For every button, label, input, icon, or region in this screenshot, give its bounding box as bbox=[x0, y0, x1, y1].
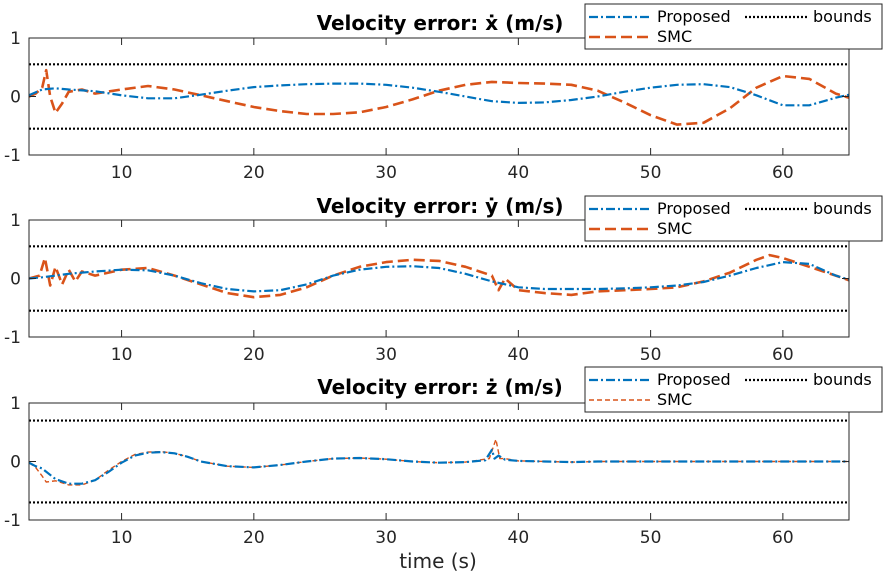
series-line-smc bbox=[28, 253, 850, 299]
x-axis-label: time (s) bbox=[399, 549, 477, 573]
x-tick-label: 50 bbox=[640, 528, 662, 548]
legend-label-proposed: Proposed bbox=[657, 370, 731, 389]
legend-box bbox=[584, 3, 883, 50]
x-tick-label: 10 bbox=[111, 528, 133, 548]
legend-label-proposed: Proposed bbox=[657, 199, 731, 218]
x-tick-label: 60 bbox=[772, 163, 794, 183]
y-tick-label: 0 bbox=[10, 88, 21, 108]
chart-title: Velocity error: ẋ (m/s) bbox=[317, 11, 564, 35]
series-line-smc bbox=[28, 68, 850, 126]
series-layer bbox=[28, 63, 850, 130]
y-tick-label: 1 bbox=[10, 211, 21, 231]
legend-label-smc: SMC bbox=[657, 27, 692, 46]
x-tick-label: 30 bbox=[375, 163, 397, 183]
y-tick-label: -1 bbox=[4, 328, 21, 348]
y-tick-label: 1 bbox=[10, 29, 21, 49]
y-tick-label: 0 bbox=[10, 270, 21, 290]
chart-title: Velocity error: ż (m/s) bbox=[317, 375, 563, 399]
x-tick-label: 50 bbox=[640, 163, 662, 183]
x-tick-label: 40 bbox=[508, 163, 530, 183]
x-tick-label: 20 bbox=[243, 163, 265, 183]
x-tick-label: 40 bbox=[508, 345, 530, 365]
legend-label-bounds: bounds bbox=[813, 370, 872, 389]
series-layer bbox=[28, 245, 850, 312]
legend-label-bounds: bounds bbox=[813, 7, 872, 26]
x-tick-label: 40 bbox=[508, 528, 530, 548]
chart-title: Velocity error: ẏ (m/s) bbox=[316, 194, 563, 218]
y-tick-label: 1 bbox=[10, 394, 21, 414]
x-tick-label: 50 bbox=[640, 345, 662, 365]
series-line-proposed bbox=[28, 448, 849, 485]
legend-label-smc: SMC bbox=[657, 219, 692, 238]
x-tick-label: 60 bbox=[772, 528, 794, 548]
y-tick-label: -1 bbox=[4, 511, 21, 531]
series-line-proposed bbox=[28, 82, 850, 107]
y-tick-label: -1 bbox=[4, 146, 21, 166]
x-tick-label: 20 bbox=[243, 345, 265, 365]
legend-label-proposed: Proposed bbox=[657, 7, 731, 26]
series-line-proposed bbox=[28, 261, 850, 293]
x-tick-label: 10 bbox=[111, 345, 133, 365]
legend-label-bounds: bounds bbox=[813, 199, 872, 218]
y-tick-label: 0 bbox=[10, 453, 21, 473]
legend-box bbox=[584, 195, 883, 242]
legend-label-smc: SMC bbox=[657, 390, 692, 409]
series-layer bbox=[28, 419, 849, 504]
plot-area bbox=[29, 38, 849, 155]
x-tick-label: 10 bbox=[111, 163, 133, 183]
x-tick-label: 30 bbox=[375, 345, 397, 365]
x-tick-label: 60 bbox=[772, 345, 794, 365]
x-tick-label: 20 bbox=[243, 528, 265, 548]
x-tick-label: 30 bbox=[375, 528, 397, 548]
legend-box bbox=[584, 366, 883, 413]
